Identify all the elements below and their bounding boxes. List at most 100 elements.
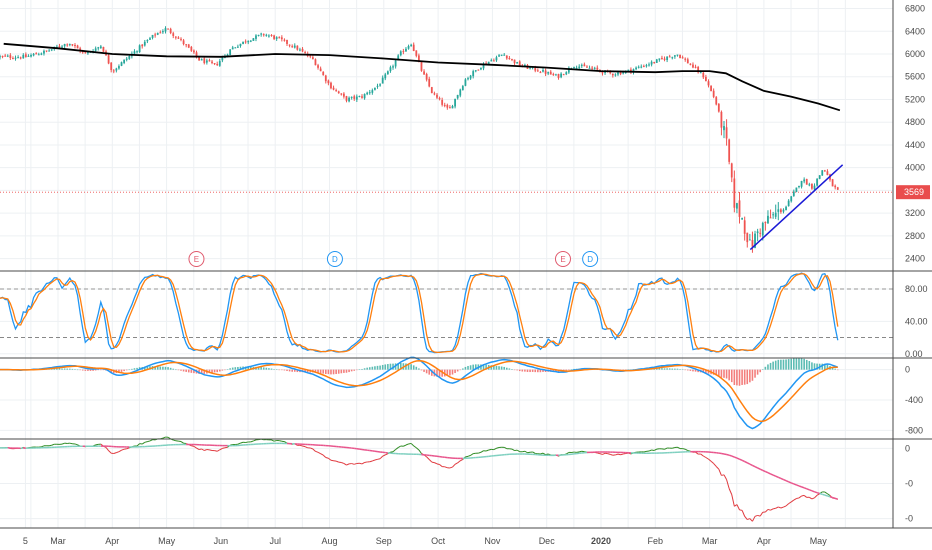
- candle-body: [544, 70, 547, 74]
- rs-line-segment: [672, 447, 676, 449]
- rs-ma-segment: [811, 490, 815, 493]
- rs-ma-segment: [780, 477, 784, 481]
- candle-body: [94, 48, 97, 51]
- rs-line-segment: [222, 447, 226, 449]
- macd-histogram-bar: [368, 367, 371, 370]
- macd-pane[interactable]: [0, 356, 839, 430]
- rs-line-segment: [219, 447, 223, 451]
- rs-ma-segment: [783, 478, 787, 482]
- candle-body: [552, 74, 555, 76]
- rs-line-segment: [734, 504, 738, 507]
- macd-histogram-bar: [490, 365, 493, 370]
- candle-body: [58, 46, 61, 48]
- candle-body: [381, 77, 384, 84]
- candle-body: [498, 55, 500, 57]
- dividend-event-marker[interactable]: D: [326, 251, 343, 267]
- candle-body: [681, 57, 684, 59]
- candle-body: [673, 55, 676, 57]
- rs-line-segment: [196, 447, 200, 450]
- stochastic-pane[interactable]: [0, 272, 893, 354]
- rs-ma-segment: [803, 487, 808, 490]
- candle-body: [278, 37, 281, 39]
- candle-body: [808, 184, 811, 186]
- candle-body: [182, 40, 185, 45]
- time-axis[interactable]: 5 Mar Apr May Jun Jul Aug Sep Oct Nov Dec 2020 Feb Ma…: [23, 536, 827, 546]
- rs-ma-segment: [741, 459, 746, 463]
- rs-line-segment: [648, 449, 652, 452]
- trend-line[interactable]: [749, 164, 844, 251]
- rs-line-segment: [824, 491, 828, 495]
- candle-body: [118, 66, 120, 69]
- time-axis-label: Oct: [431, 536, 446, 546]
- time-axis-label: Jul: [269, 536, 281, 546]
- candle-body: [1, 55, 4, 57]
- candle-body: [477, 69, 480, 71]
- candle-body: [461, 86, 464, 91]
- candle-body: [668, 56, 671, 58]
- earnings-event-marker[interactable]: E: [188, 251, 205, 267]
- candle-body: [76, 45, 79, 49]
- price-scale[interactable]: 2400280032003600400044004800520056006000…: [896, 4, 930, 524]
- relative-strength-pane[interactable]: [0, 436, 838, 522]
- rs-ma-segment: [822, 493, 826, 496]
- rs-line-segment: [377, 458, 381, 460]
- candle-body: [469, 75, 472, 79]
- rs-line-segment: [126, 447, 130, 450]
- candle-body: [754, 233, 756, 248]
- rs-line-segment: [444, 466, 448, 469]
- earnings-event-marker[interactable]: E: [554, 251, 571, 267]
- candle-body: [229, 49, 232, 55]
- rs-line-segment: [467, 454, 471, 457]
- price-axis-label: 4000: [905, 163, 925, 173]
- macd-histogram-bar: [785, 359, 787, 370]
- macd-histogram-bar: [198, 369, 200, 374]
- rs-line-segment: [793, 498, 797, 501]
- candle-body: [0, 56, 1, 58]
- candle-body: [87, 51, 89, 54]
- dividend-event-marker[interactable]: D: [582, 251, 599, 267]
- macd-histogram-bar: [387, 364, 389, 370]
- candle-body: [231, 47, 234, 50]
- candle-body: [699, 72, 702, 74]
- rs-ma-segment: [814, 491, 818, 494]
- candle-body: [262, 34, 265, 36]
- candle-body: [717, 103, 720, 112]
- candle-body: [777, 209, 780, 212]
- macd-histogram-bar: [751, 369, 754, 381]
- rs-ma-segment: [759, 468, 764, 472]
- macd-histogram-bar: [265, 367, 268, 370]
- candle-body: [353, 96, 356, 99]
- macd-histogram-bar: [456, 369, 459, 372]
- macd-histogram-bar: [304, 369, 306, 373]
- price-axis-label: 6400: [905, 26, 925, 36]
- candle-body: [640, 66, 643, 68]
- macd-histogram-bar: [87, 369, 89, 371]
- rs-line-segment: [710, 460, 714, 464]
- event-marker-circle: [582, 251, 599, 267]
- macd-histogram-bar: [374, 366, 376, 370]
- macd-histogram-bar: [343, 369, 345, 373]
- rs-line-segment: [744, 516, 748, 520]
- macd-histogram-bar: [154, 366, 156, 370]
- rs-ma-segment: [834, 497, 838, 500]
- candle-body: [811, 183, 813, 189]
- candle-body: [423, 71, 425, 75]
- price-pane[interactable]: [0, 26, 893, 253]
- candle-body: [425, 74, 428, 80]
- macd-histogram-bar: [384, 364, 387, 370]
- macd-histogram-bar: [462, 368, 464, 370]
- rs-line-segment: [726, 479, 730, 489]
- rs-ma-segment: [801, 486, 805, 489]
- macd-histogram-bar: [224, 369, 226, 371]
- macd-histogram-bar: [537, 369, 539, 373]
- time-axis-label: Feb: [648, 536, 664, 546]
- time-axis-label: Aug: [321, 536, 337, 546]
- time-axis-label: Mar: [702, 536, 718, 546]
- candle-body: [159, 32, 162, 34]
- macd-histogram-bar: [260, 367, 262, 370]
- candle-body: [560, 73, 562, 78]
- macd-histogram-bar: [131, 368, 133, 370]
- candle-body: [449, 107, 451, 109]
